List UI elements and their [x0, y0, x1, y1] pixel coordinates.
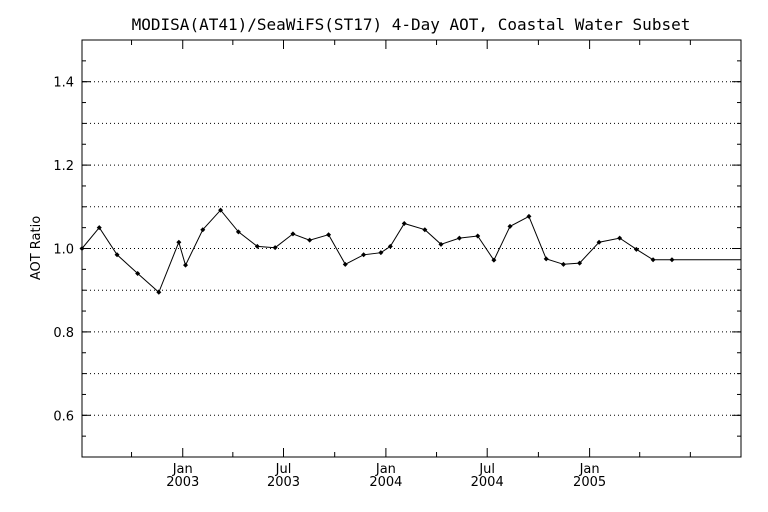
data-point — [361, 252, 367, 258]
data-point — [200, 227, 206, 233]
data-point — [577, 260, 583, 266]
x-tick-label-year: 2003 — [166, 475, 199, 490]
data-point — [650, 257, 656, 263]
data-point — [114, 252, 120, 258]
data-point — [475, 233, 481, 239]
x-tick-label-month: Jan — [579, 462, 600, 477]
y-tick-label: 1.2 — [53, 159, 74, 174]
y-tick-label: 0.6 — [53, 409, 74, 424]
data-point — [135, 271, 141, 277]
x-tick-label-year: 2003 — [267, 475, 300, 490]
data-point — [96, 225, 102, 231]
data-point — [176, 239, 182, 245]
data-point — [326, 232, 332, 238]
data-point — [526, 213, 532, 219]
data-point — [272, 245, 278, 251]
y-axis-label: AOT Ratio — [29, 216, 44, 280]
data-point — [401, 220, 407, 226]
y-tick-label: 0.8 — [53, 326, 74, 341]
axis-ticks: 0.60.81.01.21.4Jan2003Jul2003Jan2004Jul2… — [53, 39, 741, 490]
y-tick-label: 1.4 — [53, 76, 74, 91]
data-point — [507, 223, 513, 229]
x-tick-label-year: 2004 — [471, 475, 504, 490]
data-point — [218, 207, 224, 213]
data-point — [307, 237, 313, 243]
data-point — [290, 231, 296, 237]
series-group — [79, 207, 741, 295]
chart-title: MODISA(AT41)/SeaWiFS(ST17) 4-Day AOT, Co… — [132, 15, 691, 34]
x-tick-label-month: Jul — [478, 462, 495, 477]
data-point — [633, 246, 639, 252]
x-tick-label-month: Jul — [275, 462, 292, 477]
data-point — [387, 243, 393, 249]
x-tick-label-year: 2004 — [369, 475, 402, 490]
data-point — [183, 262, 189, 268]
data-point — [378, 250, 384, 256]
x-tick-label-month: Jan — [172, 462, 193, 477]
data-point — [254, 243, 260, 249]
data-point — [235, 229, 241, 235]
data-point — [342, 261, 348, 267]
data-point — [438, 241, 444, 247]
data-point — [79, 246, 85, 251]
data-point — [560, 261, 566, 267]
data-point — [491, 257, 497, 263]
data-point — [156, 289, 162, 295]
x-tick-label-month: Jan — [375, 462, 396, 477]
data-point — [422, 227, 428, 233]
y-tick-label: 1.0 — [53, 243, 74, 258]
data-point — [456, 235, 462, 241]
data-point — [669, 257, 675, 263]
data-point — [543, 256, 549, 262]
data-point — [617, 235, 623, 241]
series-line — [81, 209, 741, 294]
data-point — [596, 239, 602, 245]
x-tick-label-year: 2005 — [573, 475, 606, 490]
